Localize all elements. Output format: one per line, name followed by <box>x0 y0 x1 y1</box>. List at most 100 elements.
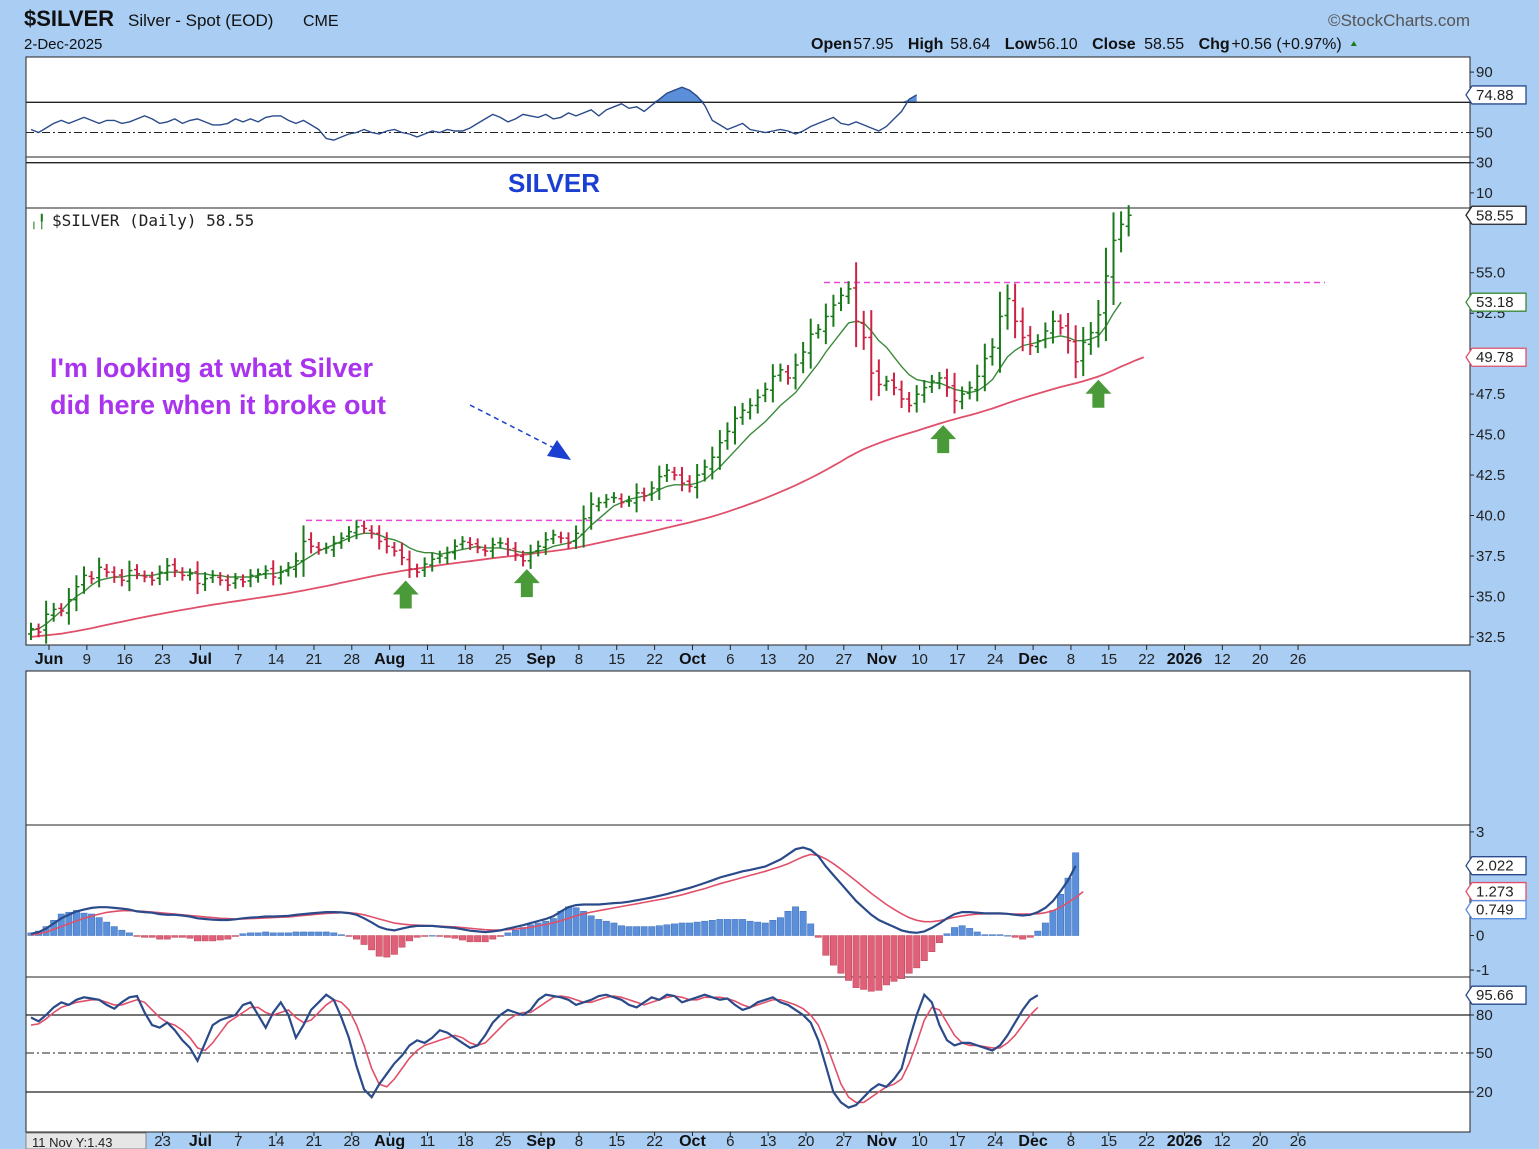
x-tick-label: 22 <box>646 651 663 668</box>
price-bar <box>1012 283 1019 339</box>
price-bar <box>860 310 867 350</box>
macd-histogram-bar <box>194 935 201 942</box>
macd-histogram-bar <box>216 935 224 941</box>
price-bar <box>58 603 65 617</box>
crosshair-readout-box <box>25 1132 147 1149</box>
macd-histogram-bar <box>610 922 618 936</box>
price-tick-42-5: 42.5 <box>1476 467 1505 484</box>
price-bar <box>292 552 299 578</box>
x-tick-label-bottom: 26 <box>1290 1133 1307 1149</box>
macd-histogram-bar <box>1064 877 1072 936</box>
macd-histogram-bar <box>996 934 1004 936</box>
macd-value-line: 2.022 <box>1476 858 1514 875</box>
x-tick-label: Sep <box>526 651 556 668</box>
x-tick-label-bottom: 27 <box>836 1133 853 1149</box>
ohlc-value-open: 57.95 <box>853 36 893 53</box>
macd-histogram-bar <box>337 934 345 936</box>
x-tick-label: 18 <box>457 651 474 668</box>
brand-logo: ©StockCharts.com <box>1328 11 1470 30</box>
rsi-overbought-fill <box>31 87 917 103</box>
macd-histogram-bar <box>595 919 603 936</box>
macd-histogram-bar <box>1019 935 1027 940</box>
macd-tick--1: -1 <box>1476 962 1489 979</box>
price-tick-45: 45.0 <box>1476 427 1505 444</box>
price-bar <box>648 481 655 501</box>
macd-histogram-bar <box>88 913 96 936</box>
macd-value-line-box <box>1465 856 1527 876</box>
price-bar <box>262 565 269 580</box>
ohlc-label-chg: Chg <box>1199 36 1230 53</box>
sto-tick-80: 80 <box>1476 1007 1493 1024</box>
macd-histogram-bar <box>708 920 716 936</box>
price-bar <box>133 564 140 580</box>
macd-histogram-bar <box>330 932 338 936</box>
price-bar <box>845 281 852 305</box>
price-bar <box>588 492 595 530</box>
macd-histogram-bar <box>141 935 149 938</box>
macd-histogram-bar <box>829 935 837 966</box>
macd-histogram-bar <box>814 935 822 938</box>
macd-histogram-bar <box>360 935 368 945</box>
price-bar <box>762 382 769 403</box>
price-bar <box>1118 211 1125 253</box>
macd-histogram-bar <box>428 935 436 937</box>
stochastic-layer: 80 50 20 95.66 <box>26 985 1527 1109</box>
macd-histogram-bar <box>602 920 610 936</box>
x-tick-label-bottom: Sep <box>526 1133 556 1149</box>
x-tick-label: 13 <box>760 651 777 668</box>
macd-histogram-bar <box>867 935 875 992</box>
price-bar <box>890 372 897 396</box>
support-arrow-icon <box>392 580 419 609</box>
macd-signal-line <box>30 853 1084 936</box>
price-bar <box>96 557 103 588</box>
rsi-tick-74-88: 74.88 <box>1476 87 1514 104</box>
macd-value-histogram-box <box>1465 900 1527 920</box>
x-tick-label: 24 <box>987 651 1004 668</box>
macd-histogram-bar <box>1026 935 1034 938</box>
macd-histogram-bar <box>557 911 565 936</box>
price-bar <box>467 537 474 550</box>
macd-histogram-bar <box>148 935 156 938</box>
price-tick-55: 55.0 <box>1476 265 1505 282</box>
x-tick-label-bottom: 20 <box>798 1133 815 1149</box>
macd-histogram-bar <box>489 935 497 940</box>
price-bar <box>595 497 602 512</box>
macd-histogram-bar <box>80 912 88 936</box>
price-bar <box>989 338 996 366</box>
macd-histogram-bar <box>459 935 466 941</box>
macd-histogram-bar <box>882 935 890 986</box>
macd-histogram-bar <box>875 935 883 991</box>
price-bar <box>103 563 110 578</box>
x-tick-label: Jun <box>35 651 63 668</box>
macd-histogram-bar <box>761 922 769 936</box>
x-tick-label-bottom: 8 <box>1067 1133 1075 1149</box>
price-bar <box>512 542 519 561</box>
macd-histogram-bar <box>860 935 868 990</box>
price-bar <box>111 566 118 583</box>
price-legend-icon: ╷╿ <box>30 213 46 230</box>
price-bar <box>497 537 504 549</box>
macd-histogram-bar <box>784 911 792 936</box>
macd-histogram-bar <box>254 932 262 936</box>
price-bar <box>724 422 731 450</box>
rsi-series <box>30 86 918 141</box>
macd-histogram-bar <box>1034 930 1042 936</box>
empty-panel <box>25 670 1471 826</box>
price-bar <box>330 535 337 558</box>
x-tick-label: 10 <box>911 651 928 668</box>
price-bar <box>520 550 527 567</box>
macd-histogram-bar <box>633 926 641 936</box>
price-value-ma-long: 49.78 <box>1476 349 1514 366</box>
price-bar <box>1027 326 1034 356</box>
macd-histogram-bar <box>928 935 936 952</box>
macd-histogram-bar <box>565 906 572 936</box>
macd-histogram-bar <box>663 924 671 936</box>
price-bar <box>883 375 890 391</box>
price-bar <box>141 570 148 583</box>
macd-histogram-bar <box>118 929 126 936</box>
macd-value-signal: 1.273 <box>1476 884 1514 901</box>
macd-histogram-bar <box>625 926 633 936</box>
support-arrow-icon <box>1085 379 1112 408</box>
x-tick-label: 25 <box>495 651 512 668</box>
rsi-panel <box>25 56 1471 158</box>
